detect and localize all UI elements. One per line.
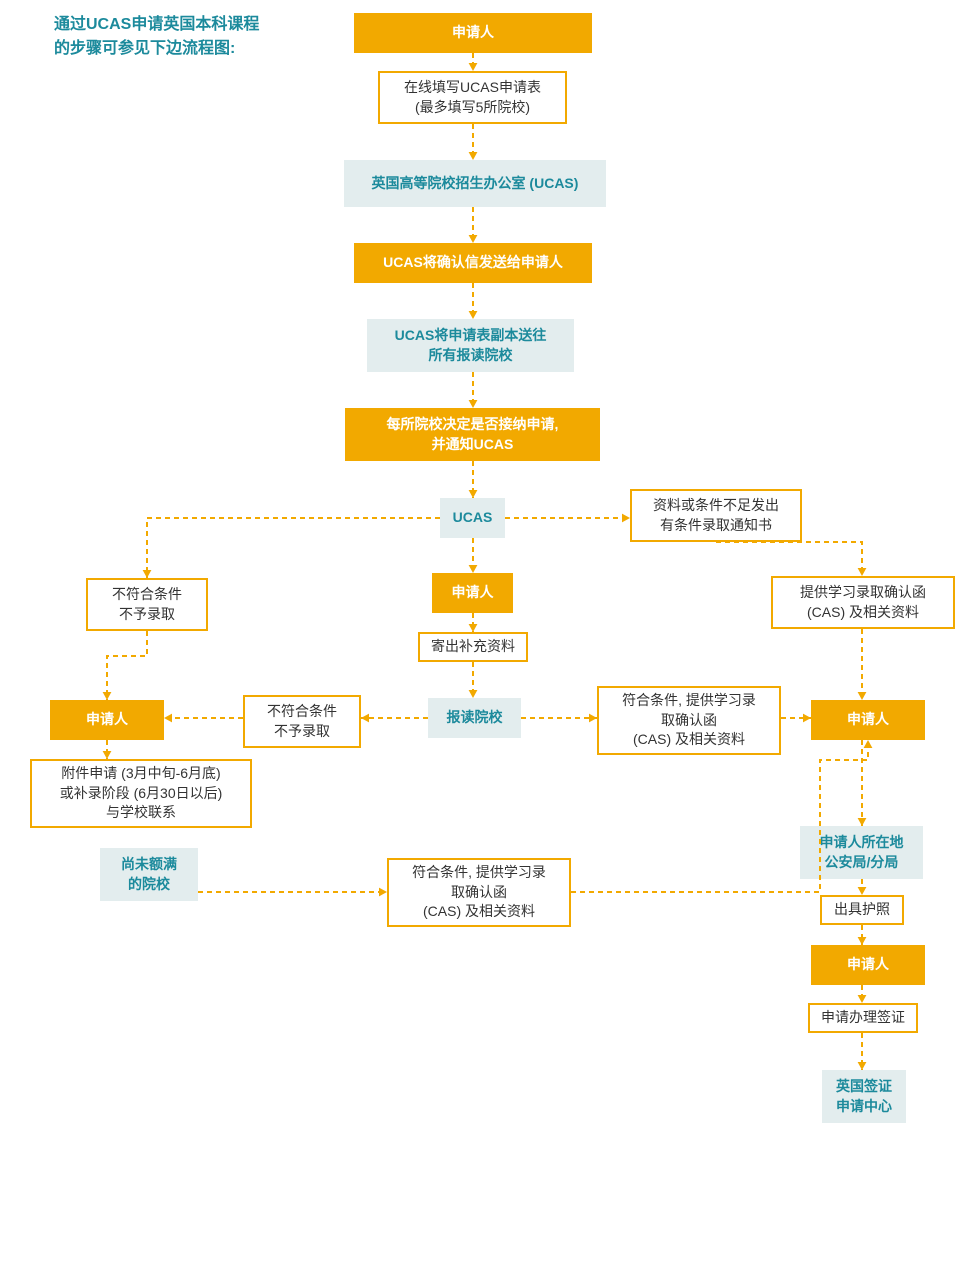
flow-node-label: 在线填写UCAS申请表 (最多填写5所院校) [404,78,541,117]
flow-node-label: 附件申请 (3月中旬-6月底) 或补录阶段 (6月30日以后) 与学校联系 [60,764,223,823]
flow-node-label: 符合条件, 提供学习录 取确认函 (CAS) 及相关资料 [622,691,756,750]
flow-node-n21: 申请人所在地 公安局/分局 [800,826,923,879]
flow-node-label: 出具护照 [834,900,890,920]
flow-node-label: 申请办理签证 [821,1008,905,1028]
flow-node-n13: 申请人 [50,700,164,740]
flow-node-n1: 申请人 [354,13,592,53]
flow-node-label: 英国签证 申请中心 [836,1077,892,1116]
flow-node-n3: 英国高等院校招生办公室 (UCAS) [344,160,606,207]
flow-node-n2: 在线填写UCAS申请表 (最多填写5所院校) [378,71,567,124]
flow-node-label: 尚未额满 的院校 [121,855,177,894]
flow-node-label: UCAS将申请表副本送往 所有报读院校 [395,326,547,365]
flow-node-n19: 尚未额满 的院校 [100,848,198,901]
flow-node-n6: 每所院校决定是否接纳申请, 并通知UCAS [345,408,600,461]
flow-node-n11: 提供学习录取确认函 (CAS) 及相关资料 [771,576,955,629]
flow-node-n23: 申请人 [811,945,925,985]
flow-node-n24: 申请办理签证 [808,1003,918,1033]
flow-node-label: 提供学习录取确认函 (CAS) 及相关资料 [800,583,926,622]
flow-node-n22: 出具护照 [820,895,904,925]
connector [186,880,399,904]
connector [509,706,609,730]
flow-node-label: 寄出补充资料 [431,637,515,657]
flow-node-n25: 英国签证 申请中心 [822,1070,906,1123]
flow-node-label: 申请人 [847,955,889,975]
flow-node-label: 每所院校决定是否接纳申请, 并通知UCAS [387,415,559,454]
flow-node-n15: 报读院校 [428,698,521,738]
title-line1: 通过UCAS申请英国本科课程 [54,16,259,33]
flow-node-n5: UCAS将申请表副本送往 所有报读院校 [367,319,574,372]
connector [850,728,874,838]
flow-node-n16: 符合条件, 提供学习录 取确认函 (CAS) 及相关资料 [597,686,781,755]
connector [850,617,874,712]
flow-node-label: 申请人 [452,583,494,603]
flow-node-n14: 不符合条件 不予录取 [243,695,361,748]
flow-node-label: UCAS [453,508,493,528]
flow-node-label: 资料或条件不足发出 有条件录取通知书 [653,496,779,535]
connector [493,506,642,530]
flow-node-n8: 资料或条件不足发出 有条件录取通知书 [630,489,802,542]
flow-node-label: 不符合条件 不予录取 [267,702,337,741]
flow-node-n20: 符合条件, 提供学习录 取确认函 (CAS) 及相关资料 [387,858,571,927]
flow-node-n7: UCAS [440,498,505,538]
flow-node-n18: 附件申请 (3月中旬-6月底) 或补录阶段 (6月30日以后) 与学校联系 [30,759,252,828]
connector [349,706,440,730]
connector [95,619,159,712]
flow-node-label: 英国高等院校招生办公室 (UCAS) [372,174,579,194]
flow-node-label: 不符合条件 不予录取 [112,585,182,624]
flow-node-n17: 申请人 [811,700,925,740]
connector [152,706,255,730]
flow-node-label: 申请人 [847,710,889,730]
title-line2: 的步骤可参见下边流程图: [54,40,235,57]
flow-node-label: 符合条件, 提供学习录 取确认函 (CAS) 及相关资料 [412,863,546,922]
flow-node-label: 申请人所在地 公安局/分局 [820,833,904,872]
flow-node-n12: 寄出补充资料 [418,632,528,662]
flow-node-n10: 申请人 [432,573,513,613]
flow-node-n9: 不符合条件 不予录取 [86,578,208,631]
flow-node-label: 申请人 [86,710,128,730]
flow-node-label: 报读院校 [447,708,503,728]
flow-node-n4: UCAS将确认信发送给申请人 [354,243,592,283]
flow-node-label: 申请人 [452,23,494,43]
flow-node-label: UCAS将确认信发送给申请人 [383,253,563,273]
diagram-title: 通过UCAS申请英国本科课程 的步骤可参见下边流程图: [54,13,259,61]
